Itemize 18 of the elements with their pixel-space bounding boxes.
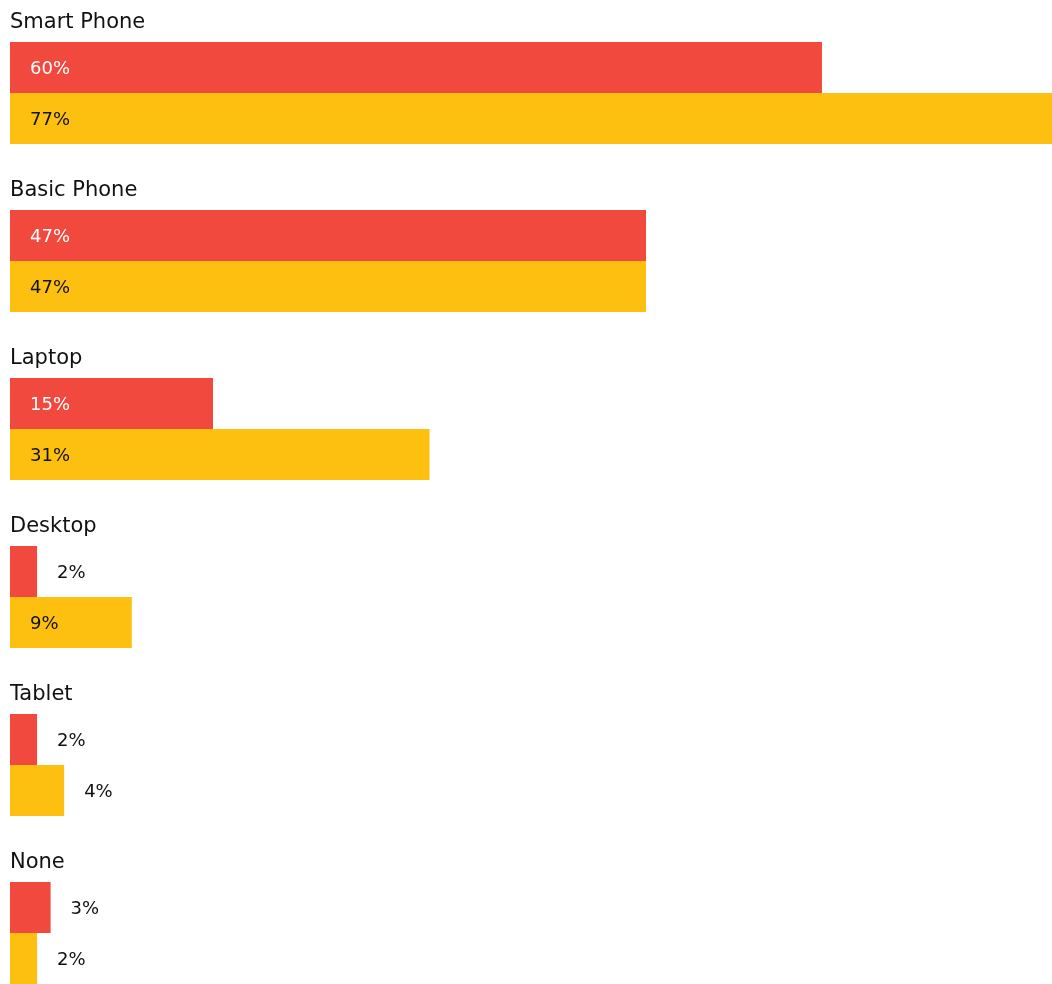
data-label: 47% [30, 275, 71, 297]
data-label: 77% [30, 107, 71, 129]
y-tick-label: Desktop [10, 513, 97, 537]
data-label: 2% [57, 560, 86, 582]
y-tick-label: Smart Phone [10, 9, 146, 33]
data-label: 4% [84, 779, 113, 801]
data-label: 60% [30, 56, 71, 78]
data-label: 2% [57, 728, 86, 750]
y-tick-label: Laptop [10, 345, 83, 369]
y-tick-label: None [10, 849, 65, 873]
data-label: 2% [57, 947, 86, 969]
data-label: 31% [30, 443, 71, 465]
y-tick-label: Basic Phone [10, 177, 138, 201]
data-label: 47% [30, 224, 71, 246]
data-label: 9% [30, 611, 59, 633]
data-label: 15% [30, 392, 71, 414]
y-tick-label: Tablet [9, 681, 73, 705]
data-label: 3% [70, 896, 100, 918]
